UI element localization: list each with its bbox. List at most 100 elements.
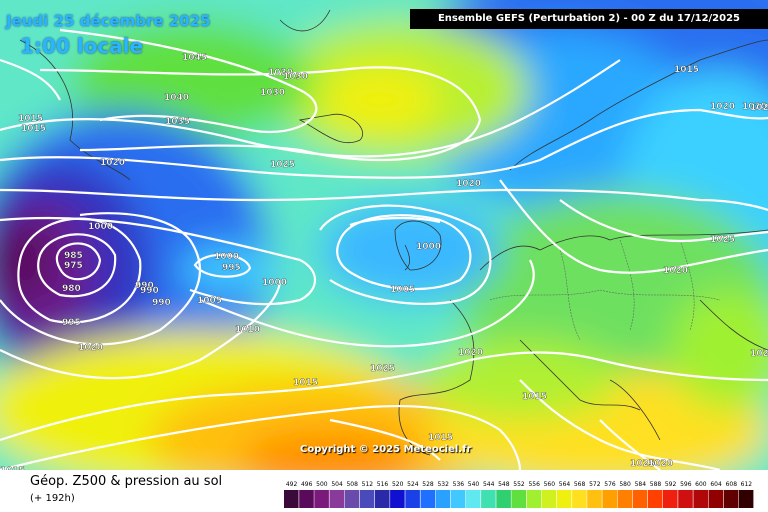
- isobar-label: 1015: [522, 392, 547, 402]
- map-canvas: 1045 1040 1035 1030 1030 1030 1025 1020 …: [0, 0, 768, 470]
- color-legend: 492 496 500 504 508 512 516 520 524 528 532 536 540 5…: [284, 481, 754, 508]
- legend-label: 552: [513, 481, 525, 488]
- isobar-label: 1010: [235, 325, 260, 335]
- isobar-label: 1015: [674, 65, 699, 75]
- legend-swatch: [344, 490, 360, 508]
- legend-swatch: [632, 490, 648, 508]
- copyright: Copyright © 2025 Meteociel.fr: [300, 444, 472, 455]
- legend-swatch: [617, 490, 633, 508]
- isobar-label: 1000: [262, 278, 287, 288]
- legend-swatch: [708, 490, 724, 508]
- legend-label: 584: [635, 481, 647, 488]
- legend-label: 612: [741, 481, 753, 488]
- isobar-label: 990: [135, 281, 154, 291]
- legend-swatch: [526, 490, 542, 508]
- legend-label: 548: [498, 481, 510, 488]
- legend-labels: 492 496 500 504 508 512 516 520 524 528 532 536 540 5…: [286, 481, 752, 488]
- borders: [489, 239, 721, 341]
- isobar-label: 1030: [283, 72, 308, 82]
- legend-swatch: [465, 490, 481, 508]
- legend-label: 600: [695, 481, 707, 488]
- legend-swatch: [481, 490, 496, 508]
- isobar-label: 1025: [630, 459, 655, 469]
- isobar-label: 1000: [416, 242, 441, 252]
- legend-label: 544: [483, 481, 495, 488]
- legend-label: 516: [377, 481, 389, 488]
- legend-swatch: [647, 490, 663, 508]
- legend-label: 560: [544, 481, 556, 488]
- isobar-label: 1020: [742, 102, 767, 112]
- legend-label: 580: [619, 481, 631, 488]
- isobar-label: 995: [62, 318, 81, 328]
- isobar-label: 990: [140, 286, 159, 296]
- isobar-label: 1005: [197, 296, 222, 306]
- isobar-label: 1015: [21, 124, 46, 134]
- legend-label: 508: [346, 481, 358, 488]
- forecast-range: (+ 192h): [30, 493, 75, 504]
- legend-swatch: [663, 490, 678, 508]
- isobar-label: 1020: [710, 102, 735, 112]
- isobar-label: 1020: [78, 343, 103, 353]
- forecast-date: Jeudi 25 décembre 2025: [6, 12, 211, 30]
- isobar-label: 1025: [370, 364, 395, 374]
- isobar-label: 1045: [182, 53, 207, 63]
- legend-swatch: [602, 490, 617, 508]
- legend-label: 524: [407, 481, 419, 488]
- legend-swatch: [329, 490, 345, 508]
- legend-swatch: [587, 490, 602, 508]
- legend-label: 564: [559, 481, 571, 488]
- legend-label: 556: [528, 481, 540, 488]
- legend-label: 528: [422, 481, 434, 488]
- legend-swatch: [738, 490, 754, 508]
- isobar-label: 1000: [214, 252, 239, 262]
- legend-swatch: [435, 490, 451, 508]
- legend-swatch: [496, 490, 511, 508]
- legend-swatch: [678, 490, 693, 508]
- isobar-label: 1015: [18, 114, 43, 124]
- isobar-label: 1025: [270, 160, 295, 170]
- isobar-label: 990: [152, 298, 171, 308]
- isobar-label: 1030: [260, 88, 285, 98]
- isobar-label: 1020: [663, 266, 688, 276]
- isobar-label: 1015: [428, 433, 453, 443]
- legend-label: 520: [392, 481, 404, 488]
- legend-label: 540: [468, 481, 480, 488]
- isobar-label: 1015: [0, 466, 25, 470]
- isobar-lines: [0, 28, 768, 470]
- legend-swatch: [314, 490, 329, 508]
- legend-swatch: [693, 490, 708, 508]
- legend-label: 492: [286, 481, 298, 488]
- legend-swatch: [572, 490, 587, 508]
- legend-swatch: [359, 490, 375, 508]
- legend-swatch: [511, 490, 526, 508]
- legend-label: 512: [362, 481, 374, 488]
- isobar-label: 1020: [750, 349, 768, 359]
- legend-swatch: [556, 490, 572, 508]
- isobar-label: 1000: [88, 222, 113, 232]
- legend-swatch: [420, 490, 436, 508]
- legend-label: 536: [453, 481, 465, 488]
- legend-label: 532: [437, 481, 449, 488]
- isobar-label: 985: [64, 251, 83, 261]
- isobar-label: 995: [222, 263, 241, 273]
- legend-swatch: [541, 490, 557, 508]
- isobar-label: 1015: [293, 378, 318, 388]
- legend-label: 596: [680, 481, 692, 488]
- legend-label: 572: [589, 481, 601, 488]
- legend-label: 576: [604, 481, 616, 488]
- model-title: Ensemble GEFS (Perturbation 2) - 00 Z du…: [410, 9, 768, 29]
- legend-swatch: [723, 490, 739, 508]
- legend-swatches: [284, 490, 754, 508]
- legend-label: 608: [726, 481, 738, 488]
- isobar-label: 1005: [390, 285, 415, 295]
- coastlines: [19, 9, 768, 456]
- legend-swatch: [390, 490, 405, 508]
- isobar-label: 1020: [100, 158, 125, 168]
- legend-swatch: [405, 490, 420, 508]
- isobar-label: 1035: [165, 117, 190, 127]
- legend-label: 592: [665, 481, 677, 488]
- legend-label: 604: [710, 481, 722, 488]
- legend-swatch: [284, 490, 299, 508]
- isobar-label: 1040: [164, 93, 189, 103]
